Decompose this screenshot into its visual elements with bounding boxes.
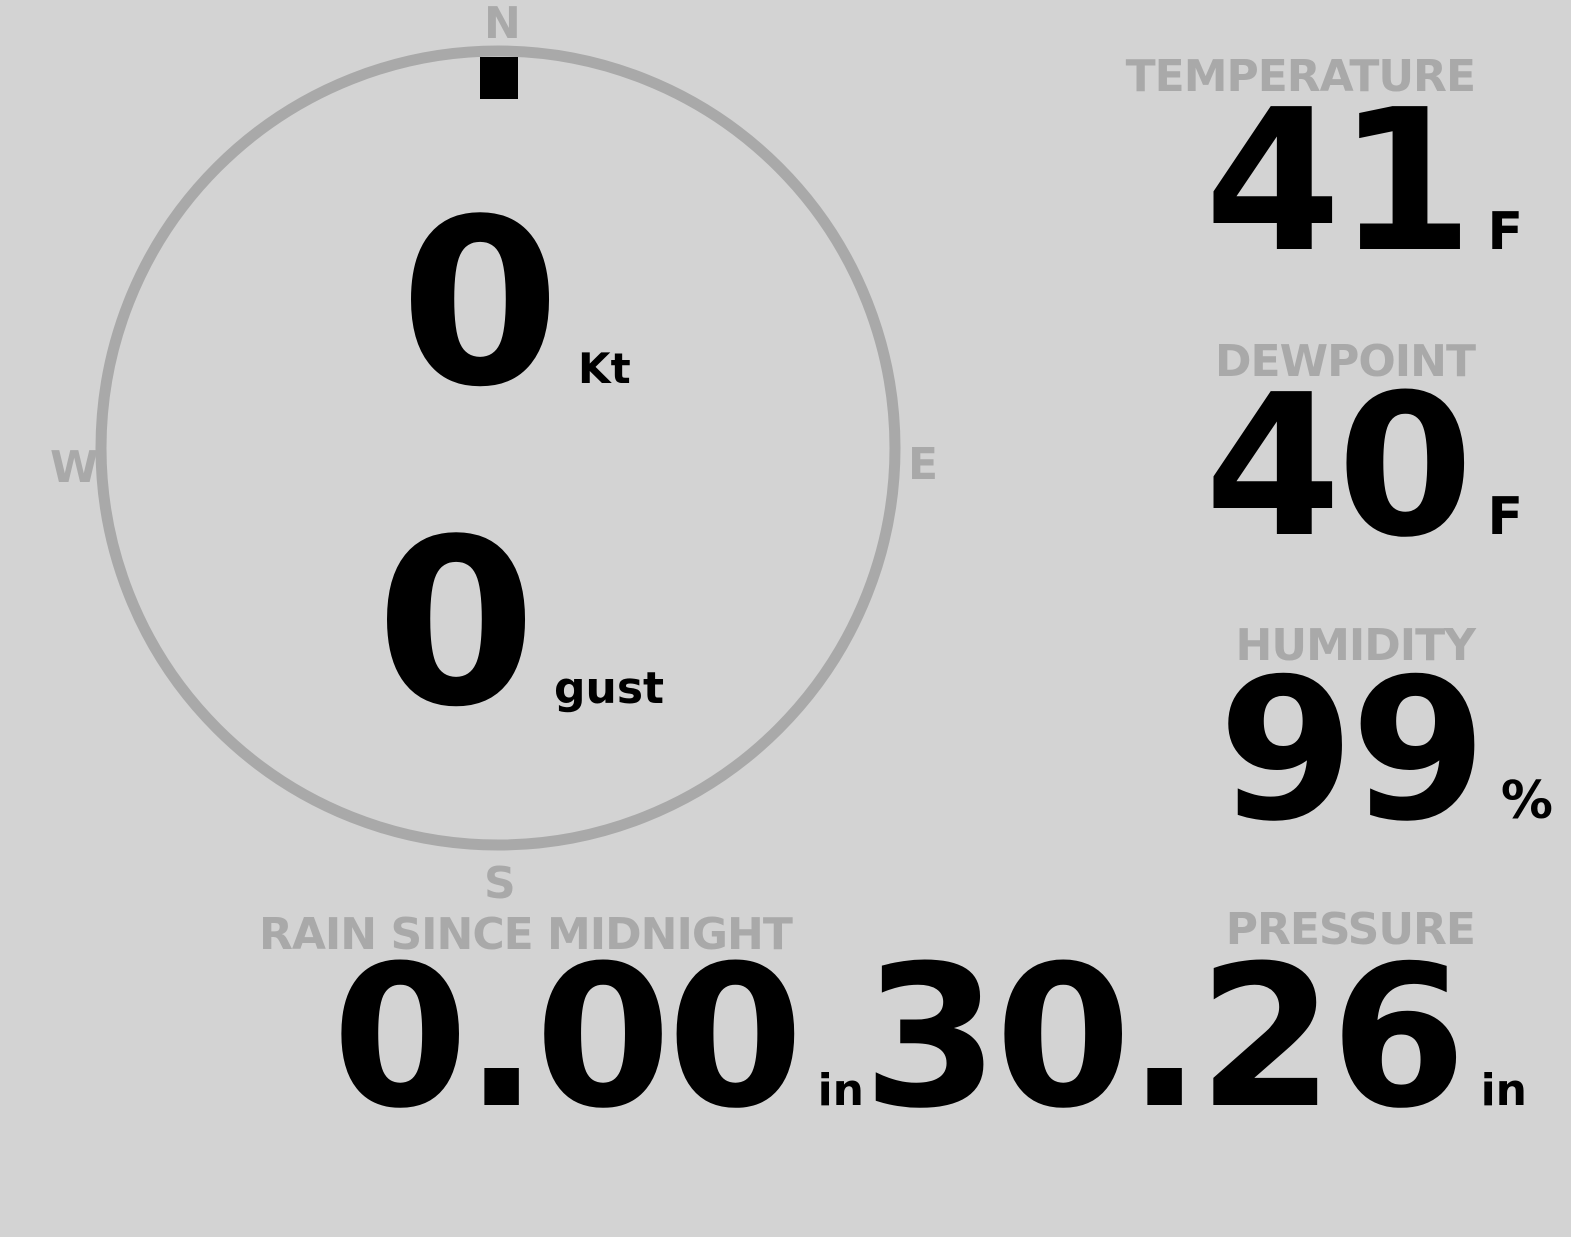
wind-speed-unit: Kt bbox=[578, 344, 631, 393]
rain-label: RAIN SINCE MIDNIGHT bbox=[259, 909, 793, 960]
compass-north: N bbox=[484, 0, 521, 49]
pressure-reading: 30.26 in bbox=[863, 940, 1527, 1136]
compass-south: S bbox=[484, 858, 516, 909]
temperature-label-text: TEMPERATURE bbox=[1125, 51, 1476, 102]
wind-gust-unit: gust bbox=[554, 663, 665, 714]
compass-west: W bbox=[50, 442, 99, 493]
dewpoint-label: DEWPOINT bbox=[1215, 336, 1476, 387]
dewpoint-reading: 40 F bbox=[1205, 369, 1523, 565]
wind-speed-value: 0 bbox=[400, 171, 560, 438]
rain-value: 0.00 bbox=[332, 924, 804, 1152]
temperature-value: 41 bbox=[1204, 68, 1474, 296]
dewpoint-unit: F bbox=[1487, 487, 1523, 547]
wind-gust: 0 gust bbox=[376, 510, 664, 740]
humidity-reading: 99 % bbox=[1218, 653, 1553, 849]
wind-gust-value: 0 bbox=[376, 491, 536, 758]
wind-direction-marker bbox=[480, 57, 518, 99]
pressure-unit: in bbox=[1480, 1065, 1527, 1116]
wind-compass bbox=[95, 45, 901, 851]
temperature-unit: F bbox=[1487, 202, 1523, 262]
humidity-unit: % bbox=[1500, 771, 1553, 831]
rain-unit: in bbox=[817, 1065, 864, 1116]
compass-east: E bbox=[908, 439, 939, 490]
humidity-label: HUMIDITY bbox=[1235, 620, 1476, 671]
rain-reading: 0.00 in bbox=[332, 940, 864, 1136]
pressure-value: 30.26 bbox=[862, 924, 1467, 1152]
pressure-label: PRESSURE bbox=[1225, 904, 1476, 955]
wind-speed: 0 Kt bbox=[400, 190, 631, 420]
temperature-reading: 41 F bbox=[1205, 84, 1523, 280]
dewpoint-value: 40 bbox=[1204, 353, 1474, 581]
humidity-value: 99 bbox=[1218, 637, 1487, 865]
compass-ring bbox=[95, 45, 901, 851]
